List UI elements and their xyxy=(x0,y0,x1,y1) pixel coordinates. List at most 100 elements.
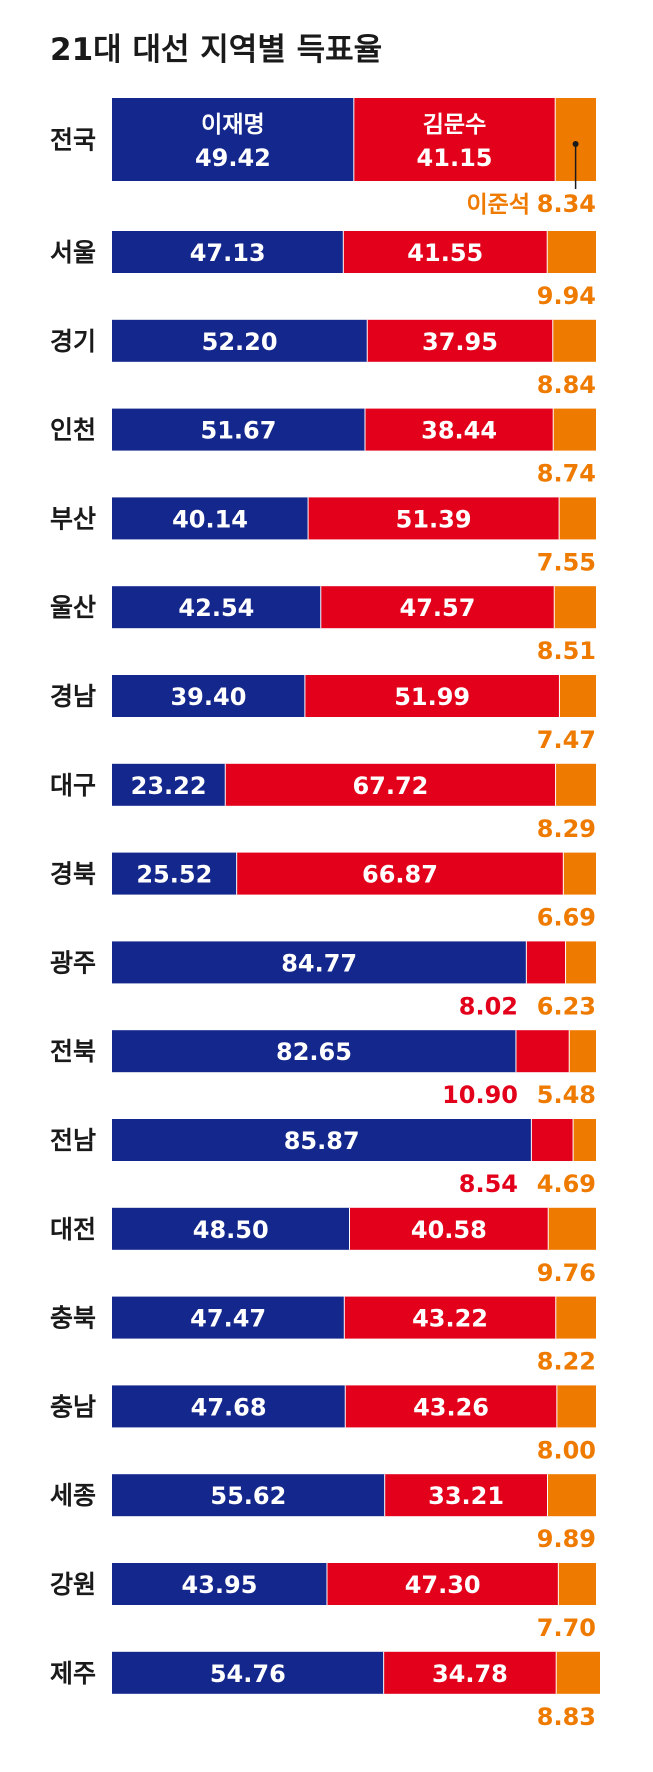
region-row: 부산 40.14 51.39 7.55 xyxy=(50,497,596,576)
region-row: 울산 42.54 47.57 8.51 xyxy=(50,586,596,665)
value-label-lee-junseok: 8.29 xyxy=(537,815,596,843)
value-label-lee: 49.42 xyxy=(195,144,271,172)
value-label-kim: 8.54 xyxy=(459,1170,518,1198)
bar-segment-lee-junseok xyxy=(558,1563,596,1605)
bar-segment-lee-junseok xyxy=(559,497,596,540)
bar-segment-lee-junseok xyxy=(555,763,596,806)
bar-segment-lee xyxy=(112,586,321,629)
region-label: 충북 xyxy=(50,1304,96,1333)
value-label-lee-junseok: 7.70 xyxy=(537,1614,596,1642)
region-row: 광주 84.77 8.02 6.23 xyxy=(50,941,596,1020)
bar-segment-lee xyxy=(112,231,344,273)
value-label-lee-junseok: 8.83 xyxy=(537,1703,596,1731)
region-row: 충남 47.68 43.26 8.00 xyxy=(50,1385,596,1464)
bar-segment-lee xyxy=(112,1119,532,1161)
region-label: 울산 xyxy=(50,593,96,622)
region-row: 충북 47.47 43.22 8.22 xyxy=(50,1296,596,1376)
region-row: 세종 55.62 33.21 9.89 xyxy=(50,1474,596,1553)
region-label: 대구 xyxy=(50,771,96,800)
region-row: 전남 85.87 8.54 4.69 xyxy=(50,1119,596,1198)
value-label-kim: 41.15 xyxy=(417,144,493,172)
value-label-lee-junseok: 9.89 xyxy=(537,1525,596,1553)
value-label-lee: 25.52 xyxy=(136,861,212,889)
region-label: 전남 xyxy=(50,1126,96,1155)
region-label: 경북 xyxy=(50,860,96,889)
bar-segment-kim xyxy=(515,1030,570,1073)
value-label-kim: 67.72 xyxy=(352,772,428,800)
region-label: 대전 xyxy=(50,1215,96,1244)
value-label-kim: 33.21 xyxy=(428,1482,504,1510)
bar-segment-lee-junseok xyxy=(555,1296,596,1339)
bar-segment-lee xyxy=(112,1474,385,1517)
region-label: 전국 xyxy=(50,126,96,155)
bar-segment-lee-junseok xyxy=(565,941,596,984)
value-label-kim: 8.02 xyxy=(459,992,518,1020)
region-label: 경남 xyxy=(50,682,96,711)
bar-segment-kim xyxy=(344,1296,556,1339)
value-label-lee: 40.14 xyxy=(172,505,248,533)
region-label: 인천 xyxy=(50,416,96,445)
value-label-lee-junseok: 7.47 xyxy=(537,726,596,754)
bar-segment-kim xyxy=(308,497,560,540)
bar-segment-lee-junseok xyxy=(553,408,596,451)
region-row: 대전 48.50 40.58 9.76 xyxy=(50,1207,596,1287)
value-label-lee-junseok: 8.74 xyxy=(537,460,596,488)
region-label: 서울 xyxy=(50,238,96,267)
value-label-lee: 51.67 xyxy=(201,417,277,445)
candidate-name-lee-junseok: 이준석 xyxy=(467,192,530,218)
region-row: 전북 82.65 10.90 5.48 xyxy=(50,1030,596,1109)
value-label-kim: 47.57 xyxy=(400,594,476,622)
bar-segment-lee xyxy=(112,408,365,451)
value-label-kim: 66.87 xyxy=(362,861,438,889)
value-label-lee: 84.77 xyxy=(281,949,357,977)
value-label-kim: 47.30 xyxy=(405,1571,481,1599)
bar-segment-kim xyxy=(526,941,566,984)
chart-title: 21대 대선 지역별 득표율 xyxy=(50,32,382,68)
bar-segment-kim xyxy=(320,586,555,629)
value-label-lee: 52.20 xyxy=(202,328,278,356)
bar-segment-kim xyxy=(349,1207,549,1250)
bar-segment-lee-junseok xyxy=(573,1119,596,1161)
value-label-lee-junseok: 9.94 xyxy=(537,282,596,310)
region-row: 경북 25.52 66.87 6.69 xyxy=(50,852,596,932)
value-label-lee: 42.54 xyxy=(178,594,254,622)
value-label-lee: 47.13 xyxy=(190,239,266,267)
bar-segment-lee-junseok xyxy=(554,586,596,629)
bar-segment-kim xyxy=(364,408,554,451)
bar-segment-kim xyxy=(367,319,553,362)
bar-segment-kim xyxy=(383,1651,557,1694)
value-label-lee-junseok: 8.34 xyxy=(537,190,596,218)
value-label-lee: 48.50 xyxy=(193,1216,269,1244)
bar-segment-lee xyxy=(112,675,305,717)
value-label-kim: 51.39 xyxy=(396,505,472,533)
bar-segment-kim xyxy=(304,675,560,717)
value-label-lee: 47.47 xyxy=(190,1305,266,1333)
region-row: 경기 52.20 37.95 8.84 xyxy=(50,319,596,399)
value-label-kim: 37.95 xyxy=(422,328,498,356)
value-label-lee-junseok: 9.76 xyxy=(537,1259,596,1287)
value-label-lee-junseok: 8.51 xyxy=(537,637,596,665)
region-label: 강원 xyxy=(50,1570,96,1599)
bar-segment-kim xyxy=(353,98,556,181)
bar-segment-lee xyxy=(112,1563,327,1605)
value-label-kim: 51.99 xyxy=(394,683,470,711)
value-label-lee-junseok: 6.23 xyxy=(537,992,596,1020)
region-row: 인천 51.67 38.44 8.74 xyxy=(50,408,596,488)
bar-segment-lee-junseok xyxy=(569,1030,596,1073)
bar-segment-lee xyxy=(112,1030,516,1073)
bar-segment-lee xyxy=(112,497,309,540)
region-label: 세종 xyxy=(50,1481,96,1510)
bar-segment-lee xyxy=(112,1385,346,1428)
bar-segment-lee xyxy=(112,1651,384,1694)
bar-segment-kim xyxy=(384,1474,548,1517)
region-label: 충남 xyxy=(50,1392,96,1421)
value-label-kim: 38.44 xyxy=(421,417,497,445)
bar-segment-lee xyxy=(112,1296,345,1339)
value-label-lee: 55.62 xyxy=(210,1482,286,1510)
bar-segment-kim xyxy=(531,1119,574,1161)
value-label-lee: 54.76 xyxy=(210,1660,286,1688)
value-label-kim: 41.55 xyxy=(407,239,483,267)
bar-segment-lee-junseok xyxy=(547,231,596,273)
value-label-kim: 43.26 xyxy=(413,1393,489,1421)
